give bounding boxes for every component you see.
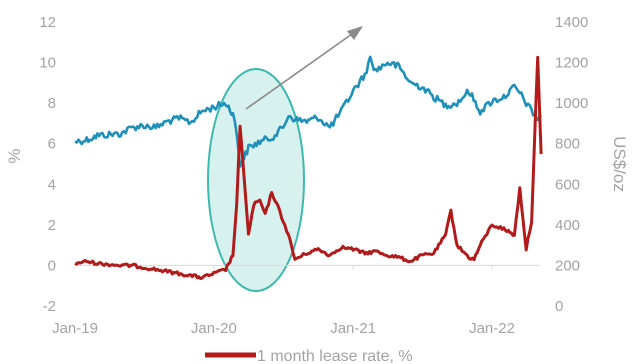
- trend-arrow: [245, 26, 363, 110]
- y-right-tick-label: 400: [555, 217, 580, 234]
- series-line-lease-rate: [74, 55, 543, 280]
- y-left-tick-label: 8: [48, 95, 56, 112]
- y-left-tick-label: 2: [48, 217, 56, 234]
- x-tick-label: Jan-19: [52, 320, 98, 337]
- x-tick-label: Jan-22: [469, 320, 515, 337]
- x-tick-labels: Jan-19 Jan-20 Jan-21 Jan-22: [52, 320, 515, 337]
- y-right-tick-labels: 0 200 400 600 800 1000 1200 1400: [555, 14, 588, 315]
- legend: 1 month lease rate, %: [205, 348, 413, 364]
- y-left-tick-label: 10: [39, 55, 56, 72]
- y-left-tick-label: -2: [43, 298, 56, 315]
- y-right-tick-label: 1200: [555, 55, 588, 72]
- y-left-tick-labels: -2 0 2 4 6 8 10 12: [39, 14, 56, 315]
- legend-label-lease-rate: 1 month lease rate, %: [257, 348, 413, 364]
- y-right-tick-label: 1000: [555, 95, 588, 112]
- y-left-tick-label: 6: [48, 136, 56, 153]
- y-left-tick-label: 4: [48, 176, 56, 193]
- highlight-ellipse: [207, 68, 305, 292]
- series-layer: [74, 55, 543, 280]
- y-right-axis-title: US$/oz: [610, 136, 629, 192]
- x-tick-label: Jan-21: [330, 320, 376, 337]
- y-left-axis-title: %: [5, 148, 24, 163]
- y-right-tick-label: 600: [555, 176, 580, 193]
- y-right-tick-label: 800: [555, 136, 580, 153]
- y-left-tick-label: 0: [48, 257, 56, 274]
- x-tick-label: Jan-20: [191, 320, 237, 337]
- y-right-tick-label: 1400: [555, 14, 588, 31]
- x-axis-line: [74, 264, 540, 270]
- y-left-tick-label: 12: [39, 14, 56, 31]
- y-right-tick-label: 200: [555, 257, 580, 274]
- y-right-tick-label: 0: [555, 298, 563, 315]
- series-line-price: [74, 55, 542, 168]
